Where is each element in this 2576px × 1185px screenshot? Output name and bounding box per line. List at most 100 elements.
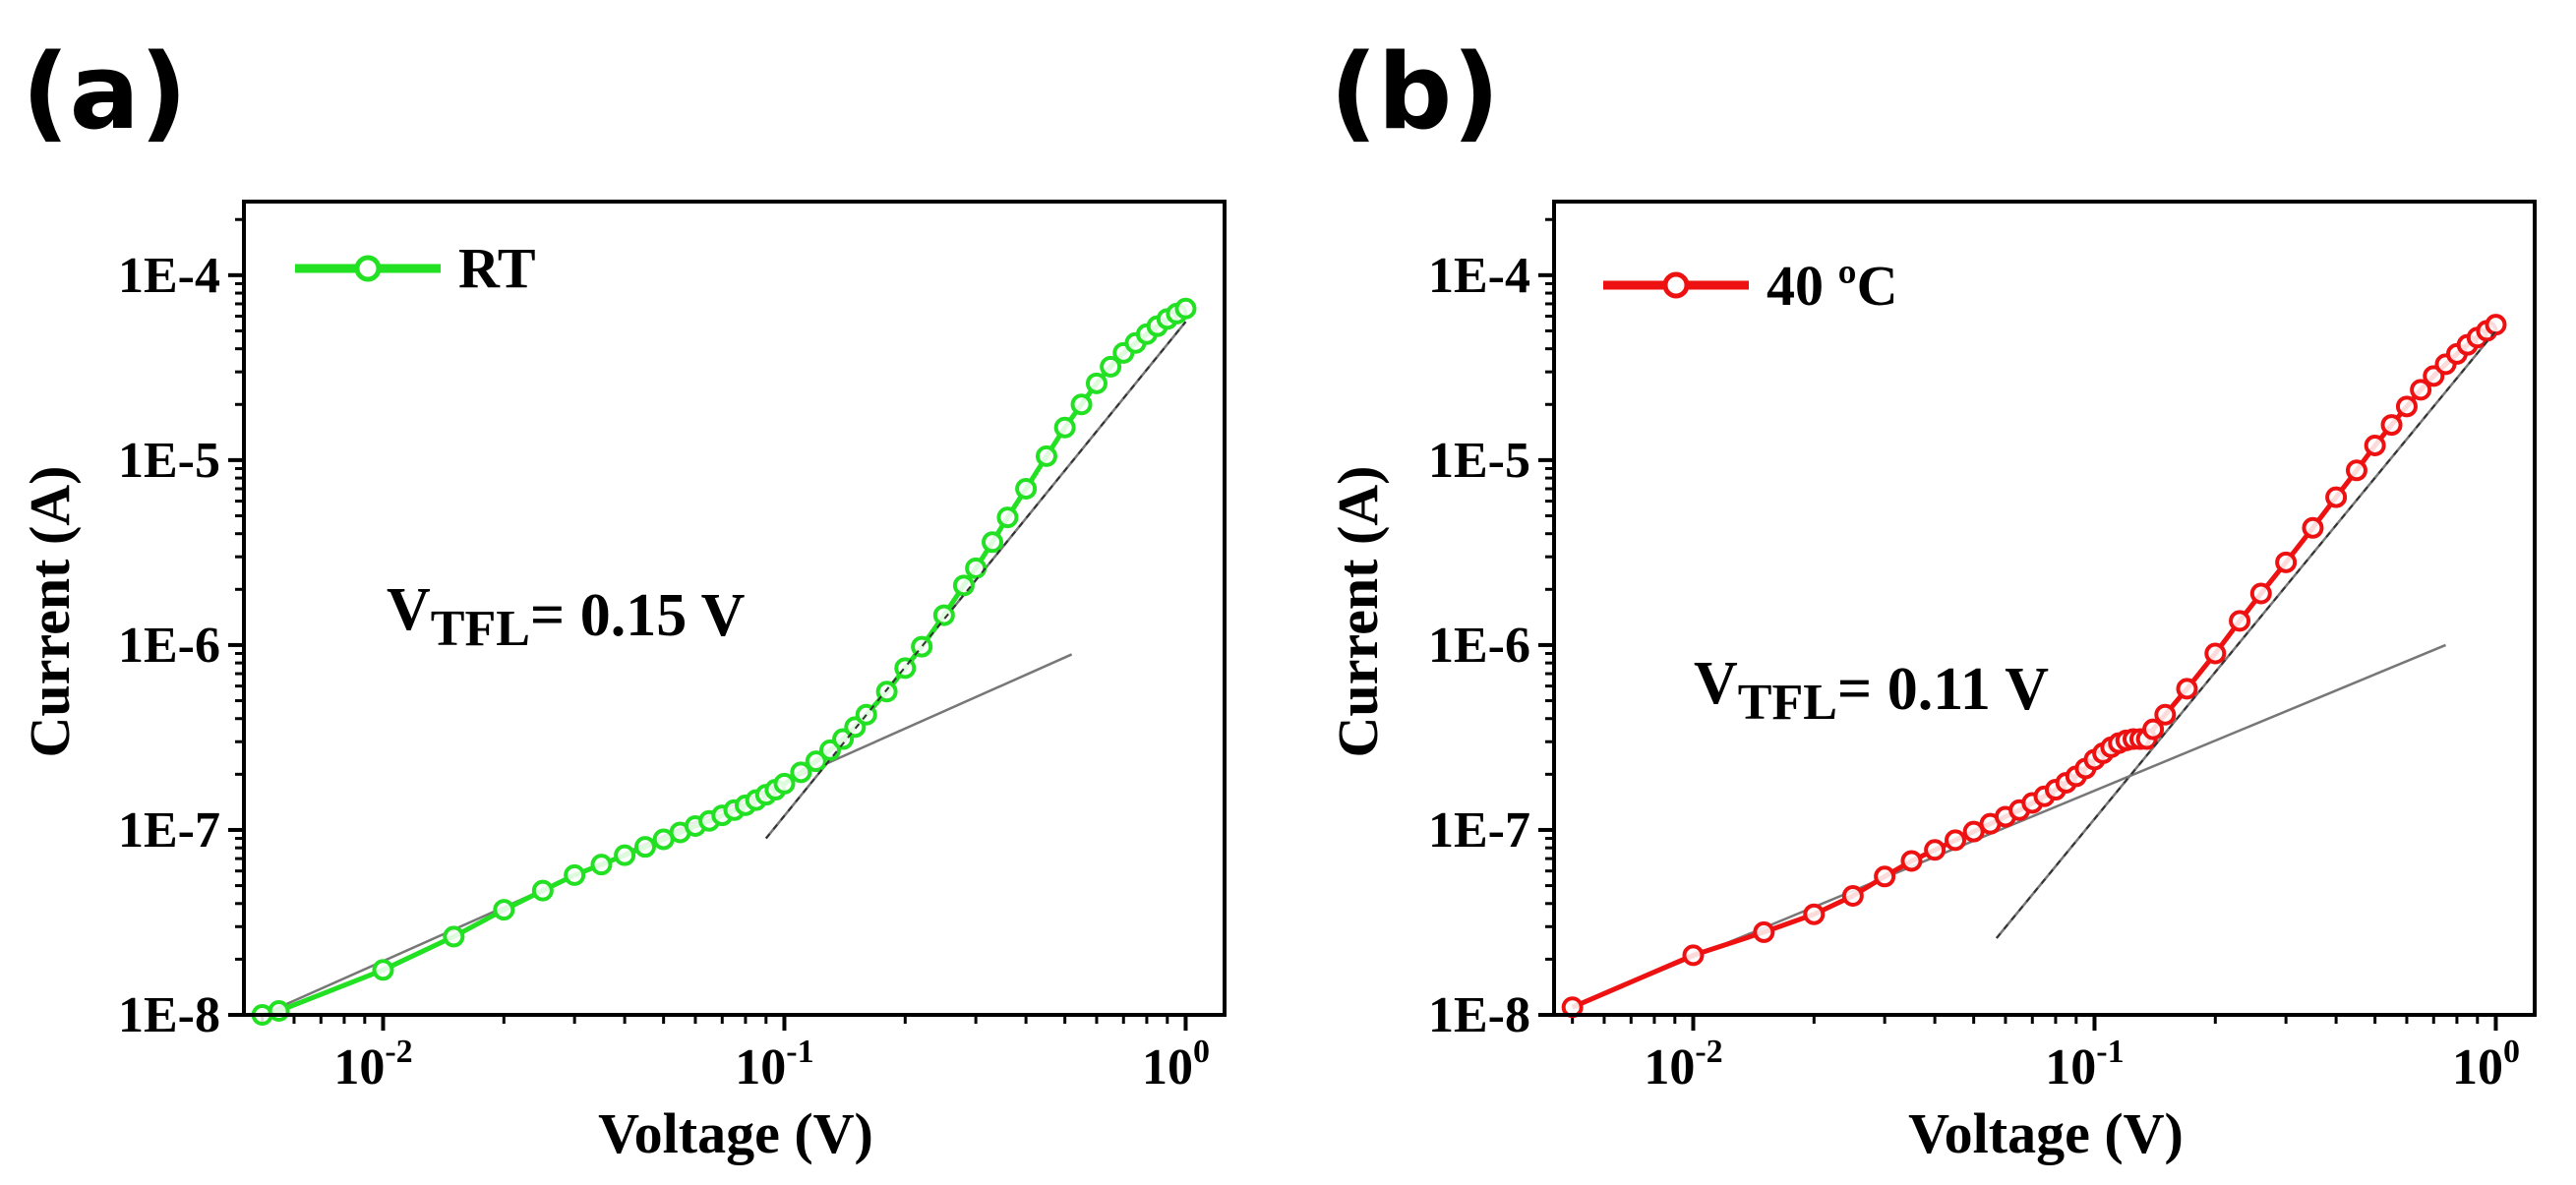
panel-b-plot-area	[1561, 314, 2507, 1019]
panel-a-data-point	[633, 836, 656, 859]
panel-b-data-point	[1803, 903, 1826, 925]
panel-a-x-ticks: 10-2 10-1 100	[261, 1015, 1210, 1096]
panel-a-data-point	[996, 506, 1019, 529]
panel-b-y-tick-label-1: 1E-7	[1428, 802, 1530, 859]
panel-a-legend: RT	[295, 236, 536, 300]
panel-a-data-point	[1174, 297, 1197, 320]
panel-b-data-point	[1753, 920, 1775, 943]
panel-a-data-point	[372, 959, 394, 981]
panel-b-x-tick-label-2: 100	[2452, 1034, 2520, 1096]
panel-b-data-point	[2154, 703, 2177, 726]
panel-b-data-point	[2249, 582, 2272, 605]
panel-a-xlabel: Voltage (V)	[598, 1101, 873, 1165]
panel-a-x-tick-label-1: 10-1	[735, 1034, 813, 1096]
panel-b-legend: 40 ºC	[1603, 254, 1898, 318]
panel-a-data-point	[1085, 372, 1108, 394]
panel-b-label: (b)	[1330, 31, 1500, 152]
panel-b-data-point	[1924, 839, 1947, 861]
panel-a-legend-label: RT	[458, 236, 536, 300]
panel-b-data-point	[1682, 944, 1705, 967]
panel-b-fit-overlay	[1996, 329, 2497, 939]
panel-a-y-tick-label-0: 1E-8	[118, 987, 220, 1043]
panel-a-data-point	[1053, 416, 1076, 439]
panel-b-xlabel: Voltage (V)	[1908, 1101, 2184, 1165]
panel-b-y-tick-label-4: 1E-4	[1428, 248, 1530, 304]
panel-a-data-point	[932, 604, 955, 626]
panel-b-data-point	[1874, 865, 1896, 888]
panel-b-data-point	[1944, 829, 1966, 852]
panel-a-data-point	[443, 925, 465, 948]
panel-a-annotation: VTFL= 0.15 V	[387, 576, 746, 657]
panel-b-data-point	[2325, 486, 2348, 508]
panel-b-x-ticks: 10-2 10-1 100	[1571, 1015, 2520, 1096]
panel-b-data-point	[2142, 718, 2165, 741]
panel-a-annotation-sub: TFL	[431, 601, 530, 657]
panel-a-series-line	[262, 306, 1187, 1018]
panel-b-annotation-sub: TFL	[1738, 675, 1837, 731]
panel-a-x-tick-label-2: 100	[1142, 1034, 1210, 1096]
panel-b: (b) Current (A) Voltage (V) 1E-8 1E-7 1E-6…	[1326, 31, 2537, 1165]
panel-b-data-point	[2364, 434, 2386, 456]
panel-a-fit-overlay	[765, 321, 1187, 840]
panel-b-y-tick-label-3: 1E-5	[1428, 433, 1530, 489]
panel-b-y-tick-label-0: 1E-8	[1428, 987, 1530, 1043]
panel-b-data-point	[2395, 395, 2418, 418]
panel-a-ylabel: Current (A)	[18, 466, 82, 758]
panel-a-data-point	[614, 844, 636, 866]
panel-a-y-tick-label-2: 1E-6	[118, 618, 220, 674]
panel-a-data-point	[1070, 393, 1093, 416]
panel-a-label: (a)	[22, 31, 187, 152]
panel-a-plot-area	[251, 297, 1197, 1026]
panel-a-x-tick-label-0: 10-2	[333, 1034, 412, 1096]
panel-a-data-point	[1035, 444, 1057, 467]
panel-b-annotation-value: = 0.11 V	[1837, 656, 2049, 723]
panel-a-data-point	[590, 854, 613, 876]
panel-a-y-tick-label-1: 1E-7	[118, 802, 220, 859]
panel-b-data-point	[2176, 678, 2198, 700]
panel-a-y-tick-label-4: 1E-4	[118, 248, 220, 304]
panel-a-legend-marker	[354, 255, 382, 282]
panel-a-data-point	[965, 557, 988, 579]
panel-a-data-point	[805, 750, 827, 773]
panel-b-x-tick-label-1: 10-1	[2045, 1034, 2124, 1096]
panel-a-frame	[242, 200, 1227, 1017]
panel-b-legend-label: 40 ºC	[1767, 254, 1898, 318]
panel-a-data-point	[531, 879, 554, 902]
panel-b-annotation: VTFL= 0.11 V	[1694, 650, 2049, 731]
panel-a-y-tick-label-3: 1E-5	[118, 433, 220, 489]
panel-b-data-point	[2302, 516, 2324, 539]
panel-b-data-point	[2204, 642, 2227, 665]
panel-a-data-point	[982, 531, 1004, 554]
panel-b-ylabel: Current (A)	[1326, 466, 1390, 758]
panel-b-data-point	[2485, 314, 2507, 336]
panel-a-data-point	[268, 1000, 290, 1023]
panel-a-data-point	[1100, 355, 1122, 378]
panel-a-annotation-value: = 0.15 V	[530, 582, 746, 649]
panel-b-data-point	[2380, 414, 2403, 437]
panel-a-data-point	[894, 657, 917, 680]
panel-a-data-point	[773, 772, 796, 795]
panel-a-data-point	[493, 899, 515, 921]
panel-a-data-point	[790, 761, 812, 784]
panel-b-x-tick-label-0: 10-2	[1644, 1034, 1722, 1096]
panel-a-y-ticks: 1E-8 1E-7 1E-6 1E-5 1E-4	[118, 217, 244, 1043]
panel-b-data-point	[1841, 885, 1864, 908]
panel-b-data-point	[2229, 610, 2251, 632]
panel-b-y-ticks: 1E-8 1E-7 1E-6 1E-5 1E-4	[1428, 217, 1554, 1043]
panel-b-frame	[1552, 200, 2537, 1017]
panel-a-annotation-v: V	[387, 576, 431, 643]
panel-b-data-point	[1962, 820, 1985, 843]
panel-b-y-tick-label-2: 1E-6	[1428, 618, 1530, 674]
panel-b-data-point	[1900, 850, 1923, 872]
panel-a-data-point	[875, 681, 898, 703]
panel-b-data-point	[2410, 379, 2432, 401]
panel-b-annotation-v: V	[1694, 650, 1738, 717]
panel-b-data-point	[2345, 459, 2367, 482]
panel-b-legend-marker	[1662, 271, 1690, 299]
panel-a-data-point	[1015, 478, 1038, 501]
panel-a-data-point	[564, 863, 586, 886]
panel-a: (a) Current (A) Voltage (V) 1E-8 1E-7 1E-6…	[18, 31, 1227, 1165]
panel-b-data-point	[2275, 551, 2298, 573]
panel-a-data-point	[952, 574, 975, 597]
